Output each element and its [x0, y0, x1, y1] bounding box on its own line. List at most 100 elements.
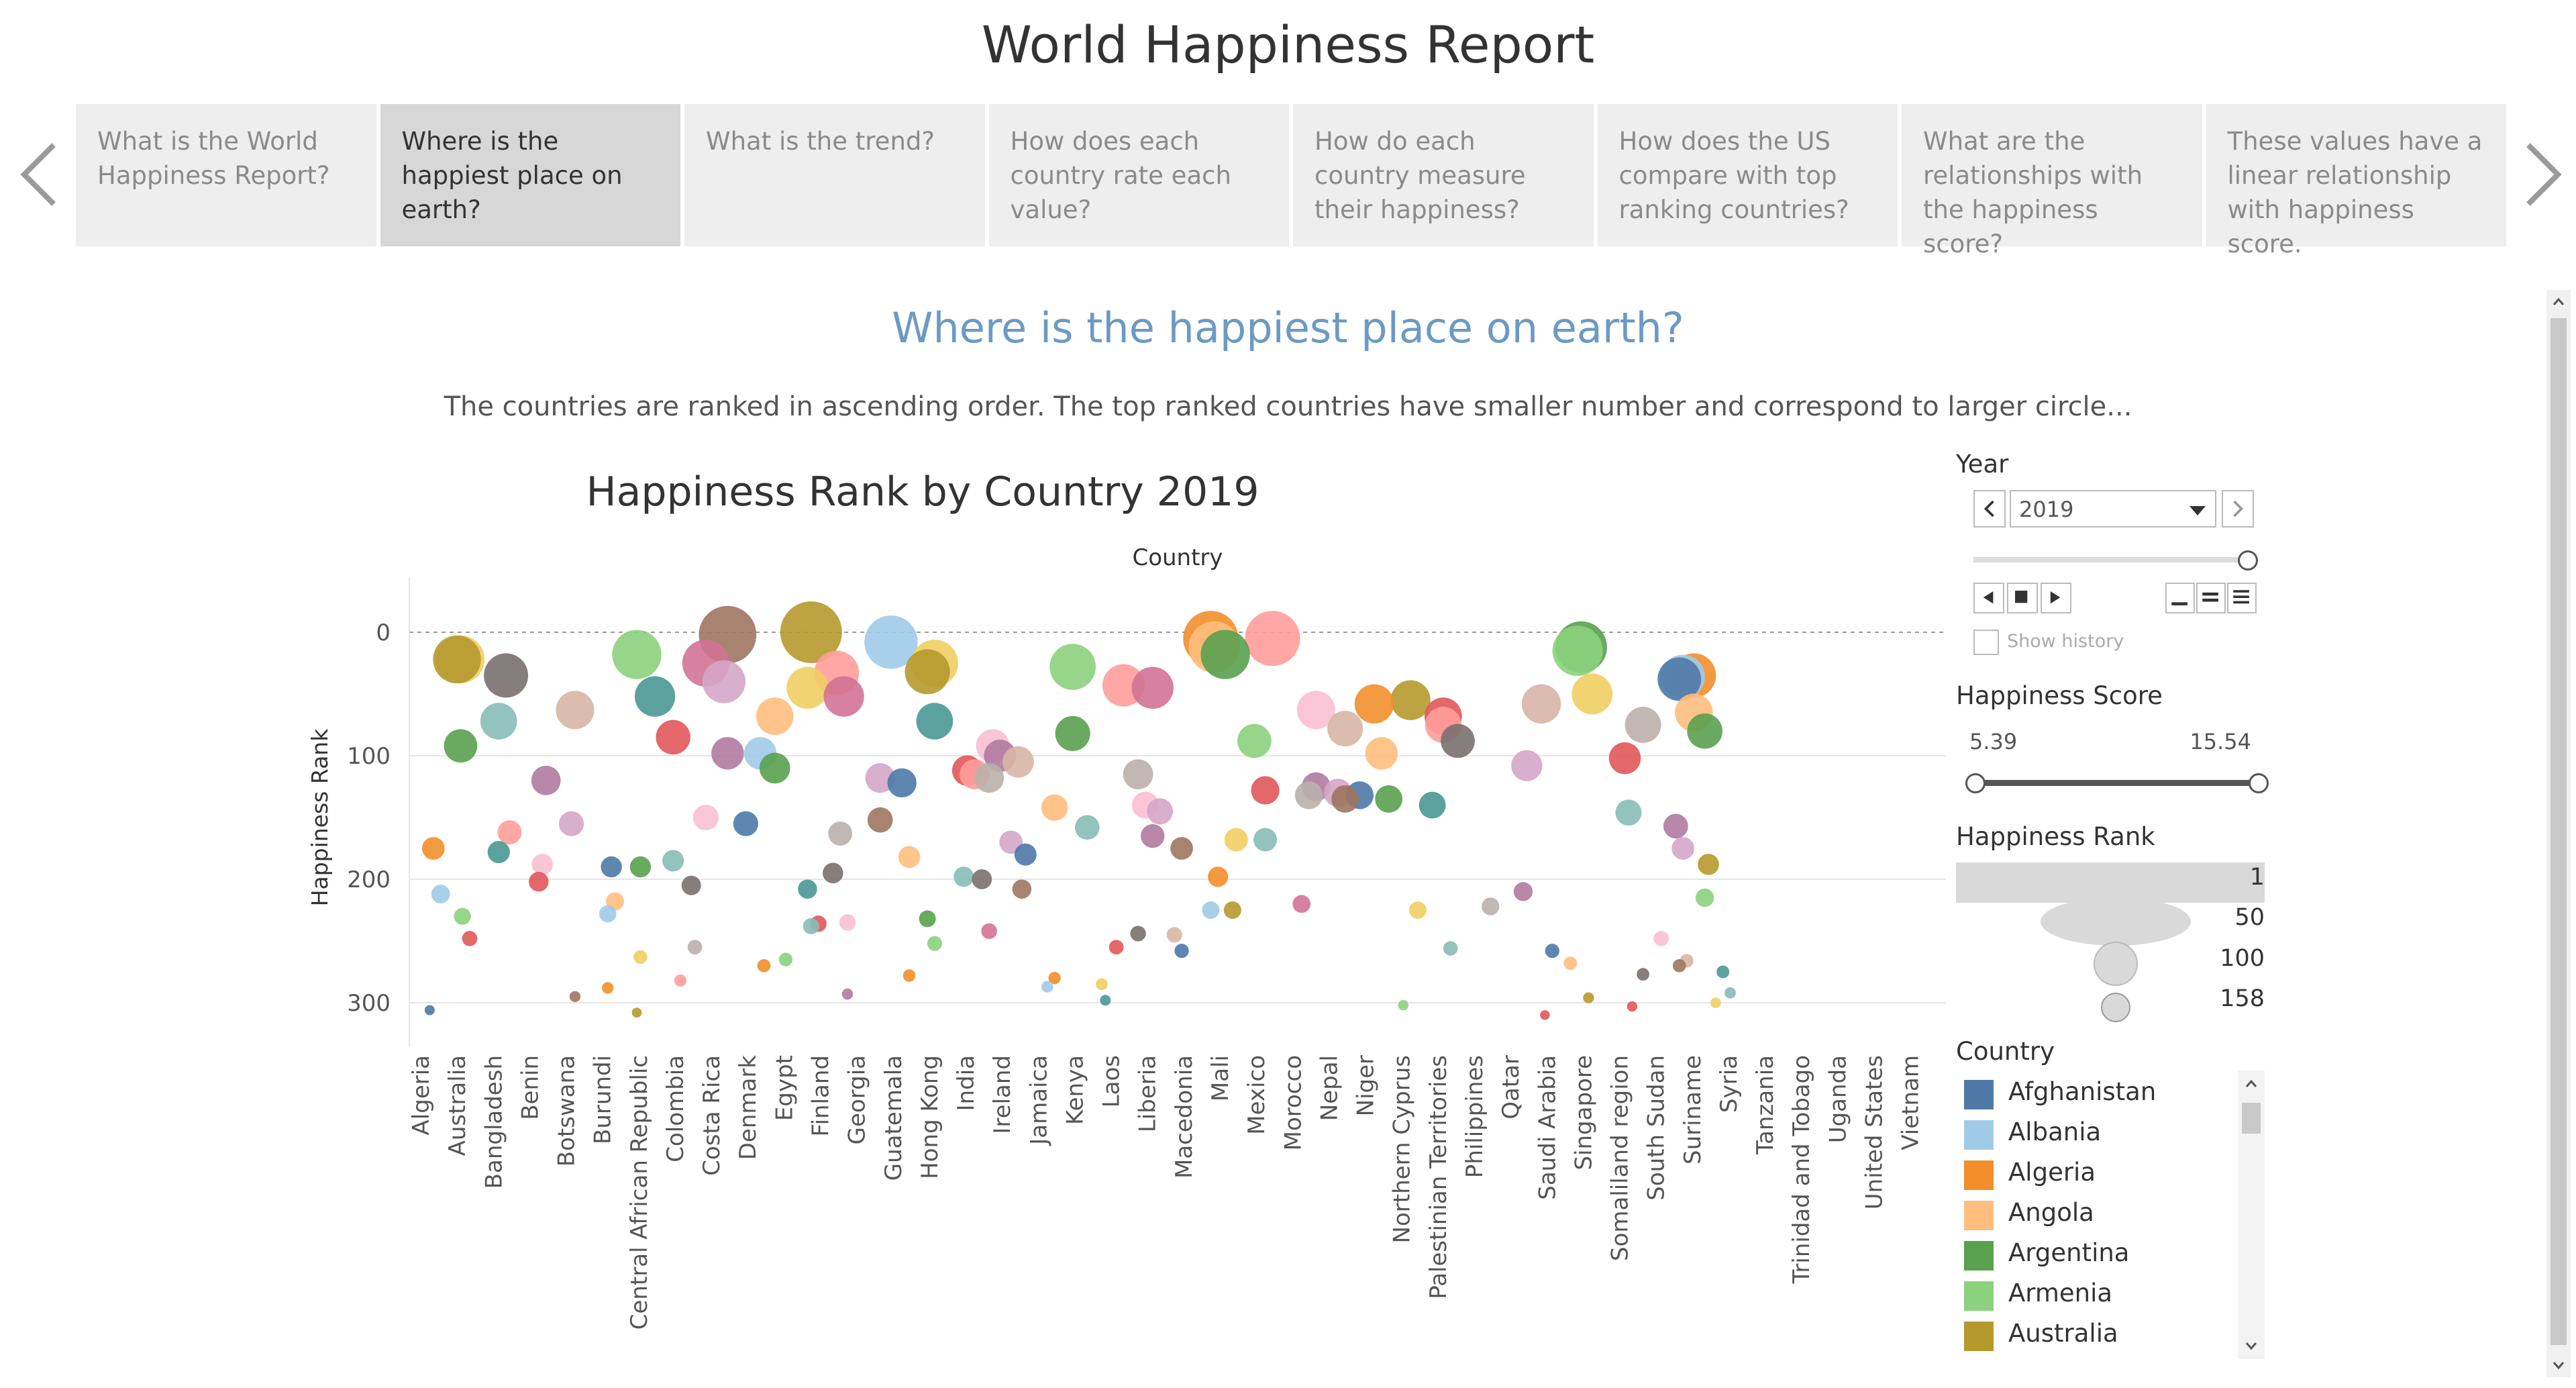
legend-item[interactable]: Australia	[1964, 1319, 2165, 1351]
data-point	[529, 871, 549, 892]
legend-scrollbar[interactable]	[2238, 1071, 2265, 1359]
x-tick-label: Guatemala	[880, 1055, 907, 1181]
data-point	[1245, 611, 1300, 666]
x-tick-label: Laos	[1098, 1055, 1125, 1107]
x-tick-label: Morocco	[1280, 1055, 1306, 1150]
x-tick-label: Uganda	[1824, 1055, 1851, 1143]
x-tick-label: Niger	[1353, 1055, 1380, 1116]
legend-item[interactable]: Angola	[1964, 1198, 2165, 1230]
x-tick-label: Qatar	[1498, 1055, 1525, 1120]
legend-item[interactable]: Argentina	[1964, 1238, 2165, 1271]
tab-rate-value[interactable]: How does each country rate each value?	[988, 104, 1289, 246]
legend-label: Argentina	[2008, 1238, 2130, 1267]
year-next-button[interactable]	[2222, 490, 2254, 528]
x-tick-label: Mexico	[1243, 1055, 1270, 1135]
stop-icon	[2015, 591, 2028, 603]
x-tick-label: Nepal	[1316, 1055, 1343, 1121]
score-range-track[interactable]	[1973, 780, 2255, 786]
data-point	[1354, 684, 1394, 724]
score-label: Happiness Score	[1956, 681, 2163, 710]
data-point	[631, 1007, 642, 1018]
data-point	[823, 862, 843, 884]
data-point	[1131, 666, 1174, 709]
tab-what-is-report[interactable]: What is the World Happiness Report?	[76, 104, 376, 246]
data-point	[1710, 997, 1721, 1008]
data-point	[1327, 710, 1363, 747]
y-tick-label: 300	[347, 990, 391, 1017]
data-point	[1048, 972, 1061, 985]
legend-item[interactable]: Armenia	[1964, 1279, 2165, 1311]
data-point	[1408, 901, 1427, 919]
score-max: 15.54	[2189, 729, 2251, 754]
score-max-handle[interactable]	[2249, 773, 2269, 793]
y-tick-label: 100	[347, 743, 391, 770]
data-point	[865, 763, 895, 793]
scroll-up-icon[interactable]	[2549, 293, 2568, 311]
legend-item[interactable]: Albania	[1964, 1118, 2165, 1150]
x-tick-label: Liberia	[1135, 1055, 1162, 1132]
data-point	[1055, 715, 1090, 751]
data-point	[424, 1005, 435, 1015]
legend-item[interactable]: Algeria	[1964, 1158, 2165, 1190]
tab-linear-relationship[interactable]: These values have a linear relationship …	[2206, 104, 2506, 258]
data-point	[1365, 737, 1398, 770]
data-point	[1653, 930, 1669, 946]
scroll-up-icon[interactable]	[2242, 1075, 2261, 1093]
data-point	[1572, 673, 1613, 715]
year-slider-handle[interactable]	[2238, 550, 2258, 571]
data-point	[786, 666, 829, 709]
data-point	[1041, 794, 1068, 822]
prev-arrow-icon[interactable]	[5, 134, 72, 215]
x-tick-label: Trinidad and Tobago	[1788, 1055, 1815, 1284]
scroll-down-icon[interactable]	[2242, 1336, 2261, 1355]
speed-medium-button[interactable]	[2196, 583, 2226, 613]
data-point	[981, 923, 997, 940]
show-history-checkbox[interactable]	[1973, 630, 1999, 655]
score-min-handle[interactable]	[1965, 773, 1986, 793]
legend-scroll-thumb[interactable]	[2242, 1103, 2261, 1134]
tab-us-compare[interactable]: How does the US compare with top ranking…	[1597, 104, 1898, 246]
data-point	[1296, 691, 1335, 730]
year-prev-button[interactable]	[1973, 490, 2006, 528]
speed-fast-button[interactable]	[2227, 583, 2257, 613]
page-scroll-thumb[interactable]	[2551, 318, 2567, 1345]
legend-label: Afghanistan	[2008, 1077, 2157, 1106]
tab-happiest-place[interactable]: Where is the happiest place on earth?	[380, 104, 680, 246]
speed-fast-icon	[2233, 590, 2249, 604]
next-arrow-icon[interactable]	[2510, 134, 2576, 215]
page-scrollbar[interactable]	[2546, 290, 2571, 1377]
step-back-button[interactable]	[1973, 583, 2004, 613]
data-point	[1166, 927, 1182, 943]
scroll-down-icon[interactable]	[2549, 1356, 2568, 1375]
legend-swatch	[1964, 1281, 1994, 1311]
x-tick-label: Northern Cyprus	[1389, 1055, 1416, 1243]
year-slider-track[interactable]	[1973, 557, 2245, 562]
year-select[interactable]: 2019	[2010, 490, 2216, 528]
tab-measure-happiness[interactable]: How do each country measure their happin…	[1293, 104, 1594, 246]
data-point	[887, 768, 917, 798]
data-point	[828, 822, 853, 846]
x-tick-label: Denmark	[735, 1055, 762, 1160]
data-point	[1074, 815, 1100, 840]
data-point	[1511, 750, 1543, 781]
step-forward-button[interactable]	[2041, 583, 2071, 613]
data-point	[1251, 776, 1280, 805]
story-title: World Happiness Report	[981, 15, 1595, 75]
tab-relationships[interactable]: What are the relationships with the happ…	[1902, 104, 2202, 258]
data-point	[1521, 684, 1561, 724]
data-point	[634, 676, 676, 717]
legend-label: Armenia	[2008, 1279, 2113, 1307]
bubble-chart: Country Happiness Rank 0 100 200 300 Algeria Au…	[307, 544, 1946, 1329]
tab-trend[interactable]: What is the trend?	[684, 104, 985, 246]
speed-slow-button[interactable]	[2165, 583, 2195, 613]
data-point	[1130, 926, 1146, 942]
data-point	[1294, 781, 1323, 809]
legend-swatch	[1964, 1201, 1994, 1230]
data-point	[1049, 644, 1096, 690]
legend-item[interactable]: Afghanistan	[1964, 1077, 2165, 1109]
play-stop-button[interactable]	[2007, 583, 2038, 613]
data-point	[778, 952, 793, 966]
legend-label: Australia	[2008, 1319, 2118, 1348]
x-tick-label: South Sudan	[1643, 1055, 1670, 1201]
data-point	[867, 807, 893, 833]
